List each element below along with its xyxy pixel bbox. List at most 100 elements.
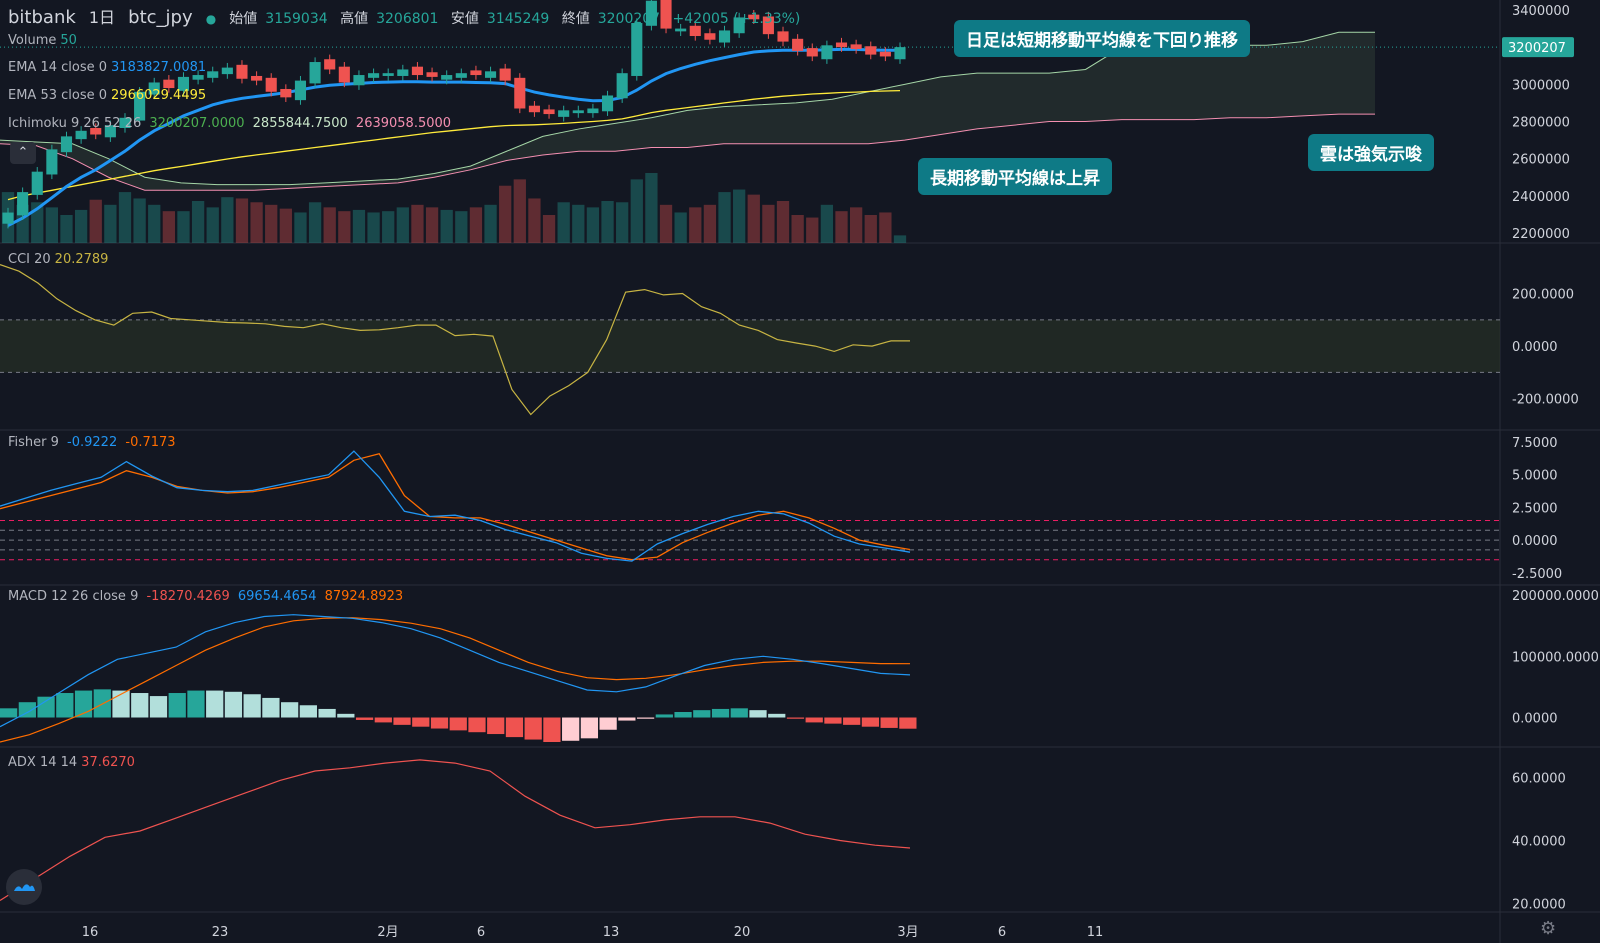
legend-fisher[interactable]: Fisher 9 -0.9222 -0.7173 xyxy=(8,435,176,450)
volume-bar xyxy=(118,192,132,243)
adx-tick-label: 60.0000 xyxy=(1512,771,1566,786)
volume-bar xyxy=(542,215,556,243)
macd-histogram-bar xyxy=(0,708,18,718)
collapse-legend-button[interactable]: ⌃ xyxy=(10,142,36,164)
fisher-tick-label: -2.5000 xyxy=(1512,567,1562,582)
candle-body xyxy=(368,73,380,78)
symbol[interactable]: btc_jpy xyxy=(128,7,193,28)
candle-body xyxy=(17,192,29,216)
macd-histogram-bar xyxy=(674,712,692,718)
volume-bar xyxy=(893,235,907,243)
time-tick-label: 6 xyxy=(477,925,485,940)
macd-histogram-bar xyxy=(243,694,261,718)
candle-body xyxy=(762,16,774,35)
legend-ichimoku[interactable]: Ichimoku 9 26 52 26 3200207.0000 2855844… xyxy=(8,116,452,131)
volume-bar xyxy=(689,207,702,243)
cloud-area xyxy=(0,32,1375,191)
macd-histogram-bar xyxy=(786,717,805,719)
time-tick-label: 2月 xyxy=(377,925,398,940)
macd-histogram-bar xyxy=(599,717,617,730)
candle-body xyxy=(192,75,204,80)
macd-histogram-bar xyxy=(393,717,411,725)
candle-body xyxy=(455,73,467,78)
macd-histogram-bar xyxy=(430,717,449,729)
fisher-tick-label: 7.5000 xyxy=(1512,436,1558,451)
volume-bars xyxy=(1,173,907,243)
price-tick-label: 2800000 xyxy=(1512,116,1570,131)
cci-tick-label: 200.0000 xyxy=(1512,288,1574,303)
candle-body xyxy=(587,108,599,114)
volume-bar xyxy=(425,207,439,243)
tradingview-logo-icon[interactable] xyxy=(6,869,42,905)
macd-histogram-bar xyxy=(843,717,861,725)
macd-histogram-bar xyxy=(318,708,336,718)
time-tick-label: 16 xyxy=(82,925,99,940)
price-tick-label: 2600000 xyxy=(1512,153,1570,168)
settings-gear-icon[interactable]: ⚙ xyxy=(1540,918,1557,939)
candle-body xyxy=(865,46,877,55)
candle-body xyxy=(426,72,438,77)
low-value: 3145249 xyxy=(486,11,550,27)
interval[interactable]: 1日 xyxy=(88,8,116,27)
price-tick-label: 2200000 xyxy=(1512,227,1570,242)
macd-histogram-bar xyxy=(412,717,430,727)
macd-histogram-bar xyxy=(355,717,374,720)
macd-histogram-bar xyxy=(374,717,392,723)
macd-histogram-bar xyxy=(618,717,636,721)
candle-body xyxy=(2,212,14,224)
annotation-cloud: 雲は強気示唆 xyxy=(1308,134,1434,171)
annotation-long-ema: 長期移動平均線は上昇 xyxy=(918,158,1112,195)
close-value: 3200207 xyxy=(597,11,661,27)
legend-volume[interactable]: Volume 50 xyxy=(8,33,77,48)
adx-line xyxy=(0,759,911,902)
volume-bar xyxy=(703,204,717,243)
candle-body xyxy=(733,17,745,34)
legend-cci[interactable]: CCI 20 20.2789 xyxy=(8,252,109,267)
volume-bar xyxy=(74,209,88,243)
candle-body xyxy=(251,75,263,81)
candle-body xyxy=(60,136,73,153)
candle-body xyxy=(338,66,350,83)
candle-body xyxy=(382,73,394,76)
volume-bar xyxy=(338,211,351,243)
volume-bar xyxy=(206,207,219,243)
legend-ema14[interactable]: EMA 14 close 0 3183827.0081 xyxy=(8,60,207,75)
candle-body xyxy=(163,79,175,89)
volume-bar xyxy=(382,211,395,243)
macd-histogram-bar xyxy=(449,717,467,731)
candle-body xyxy=(777,31,789,42)
cci-tick-label: 0.0000 xyxy=(1512,340,1558,355)
volume-bar xyxy=(133,198,146,243)
macd-tick-label: 100000.0000 xyxy=(1512,650,1599,665)
ema14-line xyxy=(7,47,901,227)
macd-histogram-bar xyxy=(299,705,317,718)
candle-body xyxy=(177,76,190,91)
macd-histogram-bar xyxy=(562,717,580,741)
exchange-name: bitbank xyxy=(8,7,76,28)
volume-bar xyxy=(601,201,614,243)
volume-bar xyxy=(513,179,526,243)
candle-body xyxy=(46,149,58,175)
time-tick-label: 3月 xyxy=(897,925,918,940)
macd-histogram-bar xyxy=(543,717,561,742)
volume-bar xyxy=(718,192,731,243)
macd-histogram-bar xyxy=(468,717,486,733)
ema53-line xyxy=(7,89,901,201)
volume-bar xyxy=(177,211,190,243)
legend-macd[interactable]: MACD 12 26 close 9 -18270.4269 69654.465… xyxy=(8,589,404,604)
macd-histogram-bar xyxy=(655,714,673,718)
time-tick-label: 23 xyxy=(212,925,229,940)
legend-ema53[interactable]: EMA 53 close 0 2966029.4495 xyxy=(8,88,207,103)
candle-body xyxy=(718,30,731,43)
price-tick-label: 2400000 xyxy=(1512,190,1570,205)
candle-body xyxy=(572,110,584,114)
candle-body xyxy=(704,33,716,40)
adx-tick-label: 20.0000 xyxy=(1512,898,1566,913)
candle-body xyxy=(631,23,643,76)
candle-body xyxy=(792,38,804,51)
candle-body xyxy=(90,128,102,135)
candle-body xyxy=(616,73,628,99)
volume-bar xyxy=(747,194,760,243)
macd-signal-line xyxy=(0,617,911,743)
legend-adx[interactable]: ADX 14 14 37.6270 xyxy=(8,755,135,770)
